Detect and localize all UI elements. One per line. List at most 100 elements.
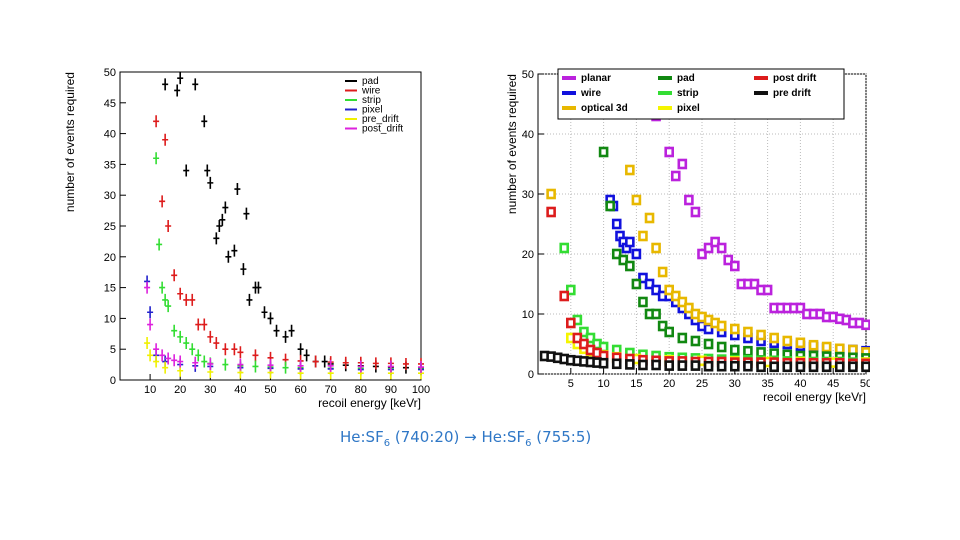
data-point (664, 284, 674, 296)
legend-label: pad (677, 73, 695, 84)
y-tick-label: 30 (522, 189, 534, 201)
data-point (703, 242, 714, 254)
data-point (192, 356, 199, 369)
data-point (795, 337, 806, 349)
data-point (183, 337, 190, 350)
y-tick-label: 40 (522, 129, 534, 141)
data-point (716, 242, 727, 254)
data-point (631, 278, 642, 290)
data-point (579, 338, 589, 350)
data-point (147, 306, 154, 319)
legend-label: optical 3d (581, 103, 628, 114)
data-point (153, 115, 160, 128)
data-point (559, 242, 570, 254)
data-point (625, 236, 635, 248)
x-tick-label: 25 (696, 378, 708, 390)
data-point (213, 337, 220, 350)
y-tick-label: 25 (104, 221, 116, 233)
data-point (703, 338, 714, 350)
data-point (559, 290, 570, 302)
data-point (651, 308, 661, 320)
data-point (165, 300, 172, 313)
data-point (225, 250, 232, 263)
y-tick-label: 0 (528, 369, 534, 381)
data-point (267, 359, 274, 372)
x-tick-label: 15 (630, 378, 642, 390)
data-point (252, 360, 259, 373)
data-point (162, 361, 169, 374)
data-point (861, 319, 870, 331)
data-point (177, 355, 184, 368)
data-point (611, 218, 622, 230)
y-tick-label: 35 (104, 159, 116, 171)
x-tick-label: 100 (412, 384, 430, 396)
data-point (644, 278, 655, 290)
data-point (795, 361, 806, 373)
data-point (730, 323, 740, 335)
data-point (231, 244, 238, 257)
data-point (243, 207, 250, 220)
data-point (730, 360, 740, 372)
data-point (756, 347, 766, 358)
data-point (546, 188, 556, 200)
data-point (743, 345, 753, 357)
data-point (153, 343, 160, 356)
data-point (611, 248, 622, 260)
data-point (716, 341, 727, 353)
x-tick-label: 70 (325, 384, 337, 396)
data-point (631, 194, 642, 206)
data-point (743, 360, 753, 372)
data-point (159, 349, 166, 362)
data-point (690, 360, 701, 371)
data-point (159, 195, 166, 208)
data-point (297, 359, 304, 372)
legend-label: post_drift (362, 124, 403, 135)
x-tick-label: 10 (144, 384, 156, 396)
data-point (207, 357, 214, 370)
data-point (821, 361, 832, 373)
data-point (357, 360, 364, 373)
data-point (585, 332, 596, 344)
data-point (690, 206, 701, 218)
data-point (207, 330, 214, 343)
legend-label: pixel (362, 105, 383, 116)
data-point (216, 220, 223, 232)
data-point (782, 361, 793, 373)
data-point (261, 306, 268, 319)
data-point (861, 361, 870, 373)
data-point (303, 349, 310, 362)
data-point (579, 326, 589, 338)
data-point (201, 318, 208, 331)
y-tick-label: 15 (104, 283, 116, 295)
data-point (156, 238, 163, 251)
data-point (234, 183, 241, 196)
data-point (144, 281, 151, 294)
data-point (153, 355, 160, 368)
data-point (769, 332, 779, 344)
x-tick-label: 90 (385, 384, 397, 396)
data-point (657, 266, 668, 278)
data-point (684, 194, 694, 206)
data-point (605, 200, 615, 212)
data-point (651, 359, 661, 371)
caption-suffix: (755:5) (531, 428, 592, 446)
data-point (677, 296, 688, 308)
data-point (769, 361, 779, 373)
legend-label: pixel (677, 103, 700, 114)
y-tick-label: 0 (110, 375, 116, 387)
data-point (684, 302, 694, 314)
data-point (598, 146, 609, 158)
data-point (418, 361, 424, 374)
data-point (219, 213, 226, 226)
x-tick-label: 80 (355, 384, 367, 396)
left-chart: 10 20 30 40 50 60 70 80 90 100 0 5 10 15 20 25 30 35 40 45 5… (63, 67, 430, 410)
data-point (222, 201, 229, 214)
y-tick-label: 10 (104, 313, 116, 325)
series-optical-3d (546, 164, 870, 358)
data-point (177, 330, 184, 343)
data-point (749, 278, 760, 290)
data-point (183, 293, 190, 306)
data-point (670, 290, 681, 302)
data-point (183, 164, 190, 177)
